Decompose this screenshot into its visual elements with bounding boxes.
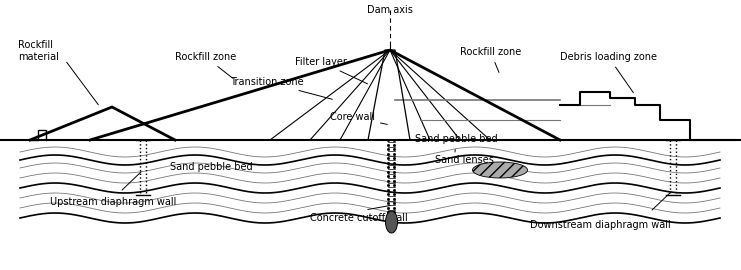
Ellipse shape [385, 211, 397, 233]
Ellipse shape [473, 162, 528, 178]
Text: Rockfill zone: Rockfill zone [175, 52, 236, 78]
Text: Sand pebble bed: Sand pebble bed [415, 134, 498, 152]
Text: Sand lenses: Sand lenses [435, 155, 494, 169]
Text: Rockfill
material: Rockfill material [18, 40, 59, 62]
Text: Upstream diaphragm wall: Upstream diaphragm wall [50, 197, 176, 207]
Text: Core wall: Core wall [330, 112, 388, 124]
Text: Rockfill zone: Rockfill zone [460, 47, 521, 72]
Text: Debris loading zone: Debris loading zone [560, 52, 657, 93]
Text: Concrete cutoff wall: Concrete cutoff wall [310, 213, 408, 223]
Text: Sand pebble bed: Sand pebble bed [170, 162, 253, 172]
Text: Transition zone: Transition zone [230, 77, 332, 99]
Text: Filter layer: Filter layer [295, 57, 368, 84]
Text: Dam axis: Dam axis [367, 5, 413, 15]
Text: Downstream diaphragm wall: Downstream diaphragm wall [530, 220, 671, 230]
